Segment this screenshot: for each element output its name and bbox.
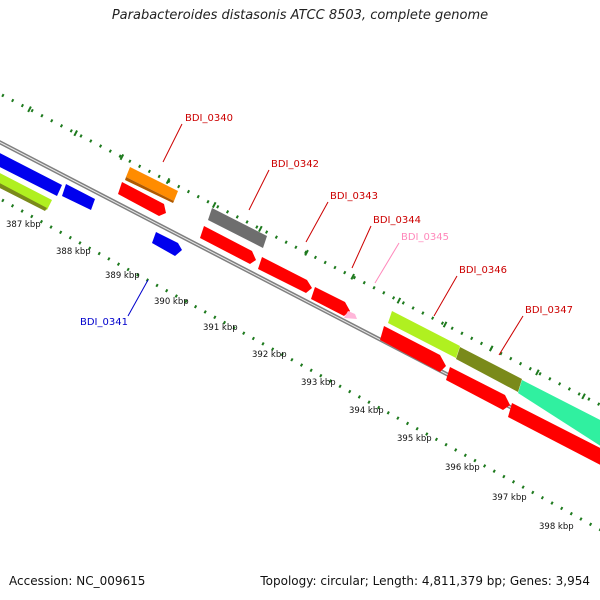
gene-label-group: BDI_0340 BDI_0341 BDI_0342 BDI_0343 BDI_… (80, 113, 573, 328)
gene-label-bdi-0342: BDI_0342 (271, 159, 319, 170)
accession-text: Accession: NC_009615 (9, 574, 146, 588)
axis-label-group: 387 kbp 388 kbp 389 kbp 390 kbp 391 kbp … (6, 220, 574, 532)
gene-blue-small (62, 184, 95, 210)
axis-label: 391 kbp (203, 323, 238, 333)
gene-bdi-0345 (344, 311, 357, 319)
map-title: Parabacteroides distasonis ATCC 8503, co… (111, 8, 489, 23)
gene-features (0, 153, 600, 465)
axis-label: 393 kbp (301, 378, 336, 388)
gene-red-6 (446, 367, 510, 410)
gene-red-2 (200, 226, 256, 264)
inner-tick-ring (1, 198, 600, 532)
axis-label: 395 kbp (397, 434, 432, 444)
gene-red-7 (508, 403, 600, 465)
outer-tick-ring (0, 92, 600, 409)
gene-lime-left (0, 173, 52, 210)
label-leaders (127, 123, 524, 356)
gene-blue-left (0, 153, 62, 196)
axis-label: 387 kbp (6, 220, 41, 230)
axis-label: 390 kbp (154, 297, 189, 307)
gene-label-bdi-0340: BDI_0340 (185, 113, 233, 124)
gene-bdi-0341 (152, 232, 182, 256)
gene-olive-left (0, 183, 47, 211)
axis-label: 388 kbp (56, 247, 91, 257)
gene-red-4 (311, 287, 350, 316)
gene-label-bdi-0341: BDI_0341 (80, 317, 128, 328)
gene-bdi-0346-lime (388, 311, 460, 358)
gene-bdi-0342 (208, 208, 267, 248)
gene-red-3 (258, 257, 312, 293)
gene-red-5 (380, 326, 446, 372)
gene-bdi-0340 (126, 167, 178, 201)
gene-label-bdi-0346: BDI_0346 (459, 265, 507, 276)
axis-label: 396 kbp (445, 463, 480, 473)
gene-red-1 (118, 182, 166, 216)
axis-label: 394 kbp (349, 406, 384, 416)
axis-label: 397 kbp (492, 493, 527, 503)
gene-bdi-0347 (518, 380, 600, 446)
axis-label: 392 kbp (252, 350, 287, 360)
axis-label: 398 kbp (539, 522, 574, 532)
genome-summary-text: Topology: circular; Length: 4,811,379 bp… (260, 574, 590, 588)
gene-bdi-0346-olive (456, 347, 522, 392)
axis-label: 389 kbp (105, 271, 140, 281)
gene-label-bdi-0344: BDI_0344 (373, 215, 421, 226)
gene-label-bdi-0347: BDI_0347 (525, 305, 573, 316)
gene-label-bdi-0345: BDI_0345 (401, 232, 449, 243)
gene-label-bdi-0343: BDI_0343 (330, 191, 378, 202)
